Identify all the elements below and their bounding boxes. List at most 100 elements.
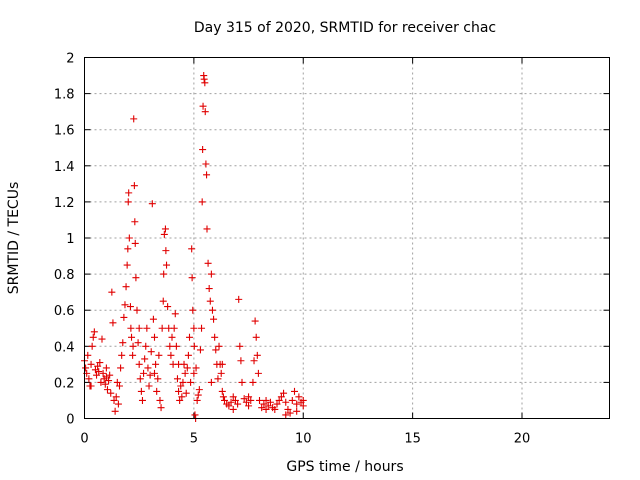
data-point [201,79,209,87]
data-point [152,360,160,368]
data-point [202,160,210,168]
data-point [286,409,294,417]
data-point [170,324,178,332]
data-point [245,393,253,401]
data-point [199,102,207,110]
data-point [117,364,125,372]
data-point [176,396,184,404]
data-point [195,386,203,394]
data-point [151,369,158,377]
data-point [196,346,204,354]
data-point [256,396,263,404]
data-point [204,259,212,267]
data-point [217,369,225,377]
data-point [134,339,142,347]
data-point [260,400,268,408]
data-point [131,239,139,247]
data-point [262,396,270,404]
y-tick-label: 1.6 [54,124,75,139]
data-point [203,225,211,233]
data-point [282,398,290,406]
data-point [136,375,144,383]
data-point [207,270,215,278]
data-point [160,230,168,238]
data-point [258,404,266,412]
data-point [87,360,95,368]
data-point [282,411,290,419]
data-point [110,396,118,404]
y-tick-label: 1 [66,232,74,247]
data-point [99,369,107,377]
y-tick-label: 0.8 [54,268,75,283]
data-point [175,360,183,368]
data-point [192,364,200,372]
y-tick-label: 0.2 [54,376,75,391]
data-point [107,389,115,397]
data-point [219,393,227,401]
data-point [178,393,186,401]
data-point [120,313,128,321]
data-point [198,198,206,206]
data-point [250,357,258,365]
data-point [129,351,137,359]
data-point [288,396,296,404]
data-point [207,378,215,386]
data-point [109,319,117,327]
data-point [144,364,152,372]
data-point [266,398,274,406]
data-point [135,360,143,368]
data-point [212,346,220,354]
data-point [142,342,150,350]
data-point [247,396,255,404]
data-point [122,283,130,291]
data-point [293,407,301,415]
data-point [190,324,198,332]
data-point [211,333,219,341]
data-point [89,333,97,341]
data-point [102,364,110,372]
data-point [157,404,165,412]
x-tick-label: 15 [404,432,421,447]
data-point [275,396,283,404]
chart-title: Day 315 of 2020, SRMTID for receiver cha… [194,20,496,36]
data-point [179,378,187,386]
grid-lines [84,57,610,419]
data-point [293,400,301,408]
x-tick-label: 20 [514,432,531,447]
data-point [236,342,244,350]
data-point [262,405,270,413]
data-point [238,378,246,386]
data-point [175,387,183,395]
data-point [200,75,208,83]
data-point [284,405,292,413]
data-point [229,405,237,413]
data-point [118,351,126,359]
data-point [237,357,245,365]
data-point [277,393,285,401]
data-point [156,396,164,404]
y-tick-label: 0.4 [54,340,75,355]
data-point [133,306,141,314]
y-tick-label: 0 [66,413,74,428]
data-point [128,333,136,341]
data-point [167,351,175,359]
data-point [188,245,196,253]
data-point [130,115,138,123]
data-point [188,274,196,282]
x-tick-label: 0 [80,432,88,447]
data-point [82,364,90,372]
data-point [137,387,145,395]
data-point [252,333,260,341]
data-point [186,333,193,341]
tick-labels: 00.20.40.60.811.21.41.61.820 5 10 15 20 [54,52,530,447]
data-point [206,297,214,305]
data-point [184,351,192,359]
data-point [187,378,195,386]
data-point [147,348,155,356]
data-point [168,333,176,341]
data-point [253,351,261,359]
data-point [201,108,209,116]
data-point [205,285,213,293]
data-point [198,324,206,332]
